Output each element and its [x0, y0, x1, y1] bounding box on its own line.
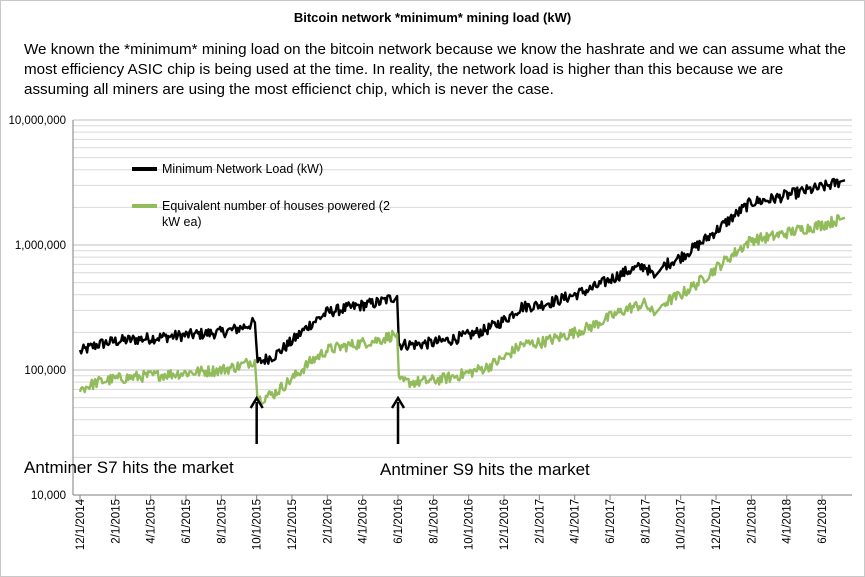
x-tick-label: 8/1/2015 — [216, 499, 228, 544]
x-tick-label: 6/1/2015 — [181, 499, 193, 544]
x-tick-label: 4/1/2018 — [782, 499, 794, 544]
annotation-label: Antminer S7 hits the market — [24, 458, 234, 477]
x-tick-label: 12/1/2016 — [499, 499, 511, 550]
x-tick-label: 10/1/2016 — [464, 499, 476, 550]
gridlines — [73, 119, 852, 496]
annotations: Antminer S7 hits the market Antminer S9 h… — [24, 395, 590, 479]
legend: Minimum Network Load (kW) Equivalent num… — [132, 162, 390, 229]
legend-label-line: Equivalent number of houses powered (2 — [162, 199, 390, 213]
x-tick-label: 12/1/2017 — [711, 499, 723, 550]
y-tick-label: 10,000 — [31, 490, 66, 502]
legend-label-network-load: Minimum Network Load (kW) — [162, 162, 323, 176]
x-tick-label: 8/1/2016 — [428, 499, 440, 544]
annotation-label: Antminer S9 hits the market — [380, 460, 590, 479]
series-line-houses — [78, 214, 846, 406]
x-tick-label: 2/1/2015 — [110, 499, 122, 544]
x-tick-label: 6/1/2017 — [605, 499, 617, 544]
x-tick-label: 2/1/2018 — [746, 499, 758, 544]
y-tick-label: 1,000,000 — [15, 240, 66, 252]
x-tick-label: 10/1/2017 — [676, 499, 688, 550]
x-tick-label: 8/1/2017 — [640, 499, 652, 544]
legend-label-line: kW ea) — [162, 215, 202, 229]
chart-title: Bitcoin network *minimum* mining load (k… — [293, 10, 572, 25]
annotation-arrowhead — [249, 395, 264, 409]
x-tick-label: 6/1/2016 — [393, 499, 405, 544]
y-tick-labels: 10,000 100,000 1,000,000 10,000,000 — [8, 115, 66, 502]
y-tick-label: 10,000,000 — [8, 115, 66, 127]
x-tick-label: 2/1/2017 — [534, 499, 546, 544]
legend-label-houses: Equivalent number of houses powered (2 kW… — [162, 199, 390, 229]
x-tick-label: 4/1/2016 — [358, 499, 370, 544]
x-tick-label: 12/1/2014 — [75, 498, 87, 550]
x-tick-label: 4/1/2017 — [570, 499, 582, 544]
x-tick-label: 10/1/2015 — [252, 499, 264, 550]
series-layer — [78, 177, 846, 406]
x-tick-labels: 12/1/2014 2/1/2015 4/1/2015 6/1/2015 8/1/201… — [75, 495, 829, 550]
x-tick-label: 12/1/2015 — [287, 499, 299, 550]
y-tick-label: 100,000 — [24, 365, 66, 377]
series-line-network-load — [78, 177, 846, 365]
chart-description: We known the *minimum* mining load on th… — [24, 41, 846, 98]
annotation-arrowhead — [390, 395, 406, 409]
x-tick-label: 4/1/2015 — [146, 499, 158, 544]
x-tick-label: 2/1/2016 — [322, 499, 334, 544]
x-tick-label: 6/1/2018 — [817, 499, 829, 544]
